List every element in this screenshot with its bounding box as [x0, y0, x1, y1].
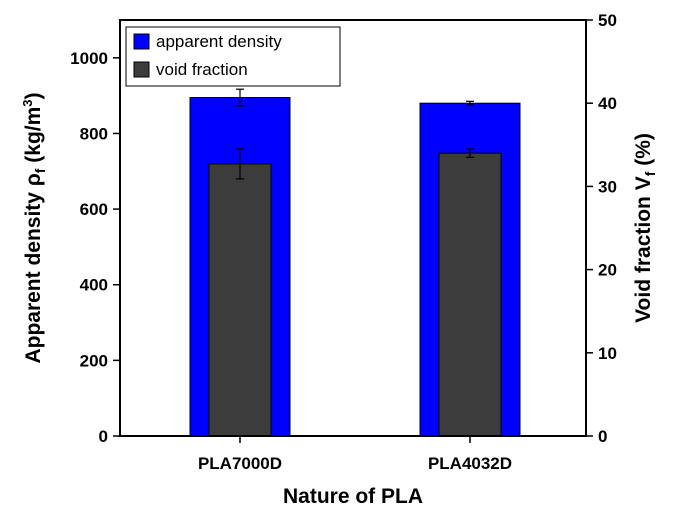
left-tick-label: 600	[80, 200, 108, 219]
right-tick-label: 20	[598, 261, 617, 280]
right-tick-label: 0	[598, 427, 607, 446]
left-axis-ticks: 0 200 400 600 800 1000	[70, 49, 120, 446]
bar-void-fraction-PLA7000D	[208, 163, 272, 437]
bar-void-fraction-PLA4032D	[438, 152, 502, 437]
right-tick-label: 50	[598, 11, 617, 30]
x-tick-label-PLA4032D: PLA4032D	[428, 454, 512, 473]
left-axis-title: Apparent density ρf (kg/m3)	[20, 92, 48, 363]
left-tick-label: 200	[80, 351, 108, 370]
x-tick-label-PLA7000D: PLA7000D	[198, 454, 282, 473]
x-axis-title: Nature of PLA	[283, 485, 423, 508]
legend-label-void-fraction: void fraction	[156, 60, 248, 79]
right-tick-label: 10	[598, 344, 617, 363]
left-tick-label: 1000	[70, 49, 108, 68]
x-axis-ticks: PLA7000D PLA4032D	[198, 436, 512, 473]
right-tick-label: 30	[598, 177, 617, 196]
error-bars	[236, 88, 474, 180]
left-tick-label: 0	[99, 427, 108, 446]
right-axis-title: Void fraction Vf (%)	[632, 133, 658, 323]
legend-box	[125, 26, 341, 87]
legend: apparent density void fraction	[125, 26, 341, 87]
left-tick-label: 400	[80, 276, 108, 295]
legend-swatch-void-fraction	[133, 61, 150, 78]
bars	[189, 97, 521, 437]
left-tick-label: 800	[80, 124, 108, 143]
plot-frame	[119, 19, 587, 437]
right-axis-ticks: 0 10 20 30 40 50	[586, 11, 617, 446]
right-tick-label: 40	[598, 94, 617, 113]
legend-swatch-apparent-density	[133, 33, 150, 50]
legend-label-apparent-density: apparent density	[156, 32, 282, 51]
